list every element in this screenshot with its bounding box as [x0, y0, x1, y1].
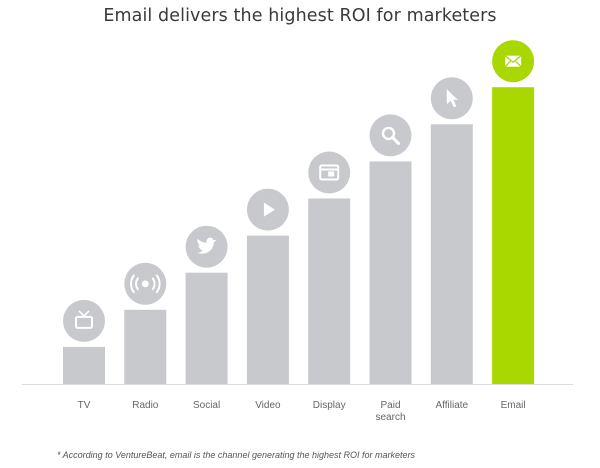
bar-tv	[63, 346, 105, 384]
chart-title: Email delivers the highest ROI for marke…	[103, 6, 497, 26]
bar-radio	[124, 309, 167, 384]
x-tick-label: Social	[193, 400, 220, 411]
bar-display	[308, 198, 351, 384]
bar-video	[246, 235, 289, 384]
bar-affiliate	[430, 124, 473, 385]
footnote: * According to VentureBeat, email is the…	[57, 450, 416, 460]
cursor-icon	[430, 77, 473, 120]
x-tick-label: Video	[255, 400, 281, 411]
x-tick-label: Email	[501, 400, 526, 411]
x-tick-label: Radio	[132, 400, 159, 411]
x-tick-label: Paid search	[375, 400, 405, 423]
x-tick-label: TV	[78, 400, 91, 411]
bar-email	[492, 87, 535, 384]
play-icon	[246, 188, 289, 231]
x-tick-label: Affiliate	[435, 400, 468, 411]
twitter-icon	[185, 225, 228, 268]
search-icon	[369, 114, 412, 157]
radio-icon	[124, 262, 167, 305]
bar-paid-search	[369, 161, 412, 384]
display-icon	[308, 151, 351, 194]
tv-icon	[63, 299, 105, 342]
envelope-icon	[492, 40, 535, 83]
x-tick-label: Display	[313, 400, 346, 411]
bar-social	[185, 272, 228, 384]
